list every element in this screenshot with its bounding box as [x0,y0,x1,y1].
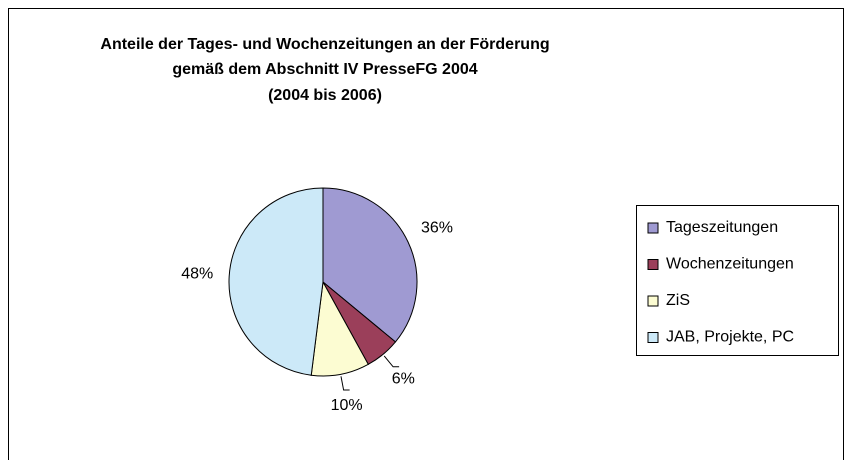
legend-label: JAB, Projekte, PC [666,329,794,346]
pie-slice [322,187,418,343]
leader-line [383,355,400,368]
legend-box [636,205,839,356]
leader-line [340,376,350,391]
chart-title: (2004 bis 2006) [268,87,382,104]
data-label: 36% [421,220,453,237]
legend-swatch [647,295,659,307]
chart-title: gemäß dem Abschnitt IV PresseFG 2004 [172,61,477,78]
legend-label: Tageszeitungen [666,219,778,236]
legend-label: Wochenzeitungen [666,256,794,273]
data-label: 10% [331,397,363,414]
legend-swatch [647,222,659,234]
legend-swatch [647,332,659,343]
legend-label: ZiS [666,292,690,309]
pie-slice [228,187,324,376]
data-label: 6% [392,370,415,387]
legend-swatch [647,259,659,270]
chart-title: Anteile der Tages- und Wochenzeitungen a… [100,36,549,53]
data-label: 48% [181,265,213,282]
